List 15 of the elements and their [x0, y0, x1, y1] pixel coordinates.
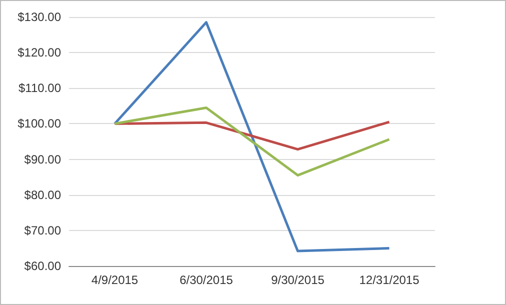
x-tick-label: 4/9/2015: [91, 273, 138, 287]
y-tick-label: $120.00: [18, 46, 62, 60]
x-tick-label: 12/31/2015: [359, 273, 420, 287]
y-tick-label: $60.00: [24, 259, 62, 273]
line-series: [114, 106, 390, 177]
line-series: [114, 21, 390, 252]
line-series: [114, 120, 390, 151]
y-tick-label: $90.00: [24, 152, 62, 166]
y-tick-label: $100.00: [18, 116, 62, 131]
x-tick-label: 9/30/2015: [271, 273, 325, 287]
y-tick-label: $70.00: [24, 223, 62, 238]
y-tick-label: $130.00: [18, 10, 62, 24]
y-tick-label: $110.00: [18, 81, 62, 96]
y-tick-label: $80.00: [24, 188, 62, 202]
x-tick-label: 6/30/2015: [180, 273, 234, 287]
